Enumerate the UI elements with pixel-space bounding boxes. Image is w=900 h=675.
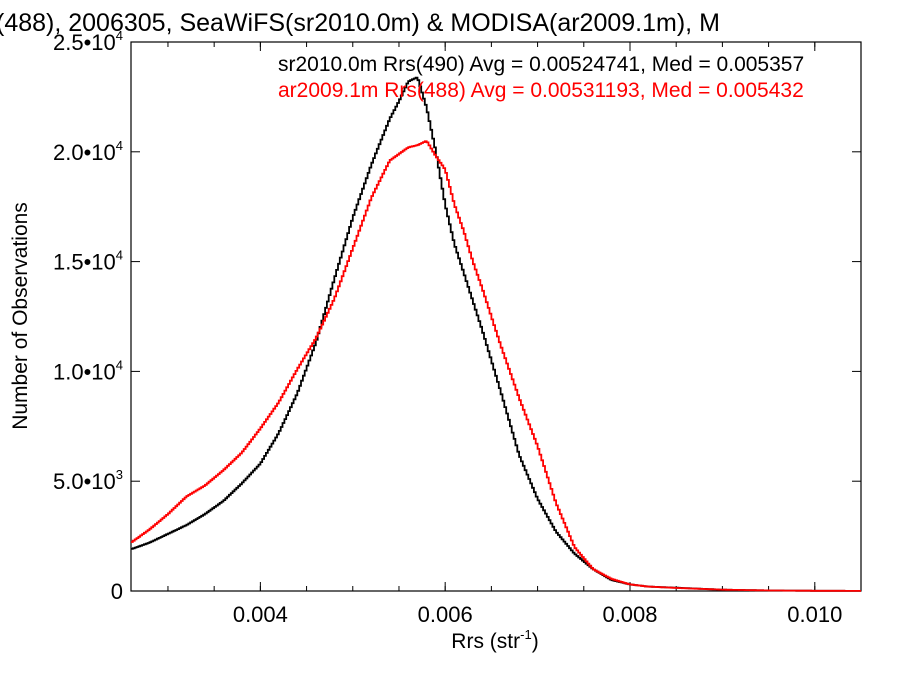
x-tick-label: 0.008 bbox=[602, 602, 657, 627]
x-tick-label: 0.004 bbox=[233, 602, 288, 627]
x-tick-label: 0.006 bbox=[418, 602, 473, 627]
legend: sr2010.0m Rrs(490) Avg = 0.00524741, Med… bbox=[278, 53, 804, 102]
y-tick-label: 0 bbox=[111, 579, 123, 604]
chart-title: (488), 2006305, SeaWiFS(sr2010.0m) & MOD… bbox=[0, 9, 720, 37]
axis-ticks: 0.004 0.006 0.008 0.010 0 5.0•103 1.0•104 1.5•1… bbox=[53, 28, 862, 627]
x-tick-label: 0.010 bbox=[787, 602, 842, 627]
legend-entry-1: sr2010.0m Rrs(490) Avg = 0.00524741, Med… bbox=[278, 53, 804, 76]
x-axis-label: Rrs (str-1) bbox=[451, 627, 538, 653]
y-tick-label: 2.0•104 bbox=[53, 138, 123, 165]
y-tick-label: 1.5•104 bbox=[53, 248, 123, 275]
y-tick-label: 2.5•104 bbox=[53, 28, 123, 55]
series-2-histogram bbox=[131, 140, 861, 592]
series-layer bbox=[131, 76, 861, 592]
y-axis-label: Number of Observations bbox=[9, 202, 32, 430]
plot-frame bbox=[130, 41, 862, 592]
y-tick-label: 5.0•103 bbox=[53, 467, 123, 494]
y-tick-label: 1.0•104 bbox=[53, 357, 123, 384]
legend-entry-2: ar2009.1m Rrs(488) Avg = 0.00531193, Med… bbox=[278, 79, 804, 102]
